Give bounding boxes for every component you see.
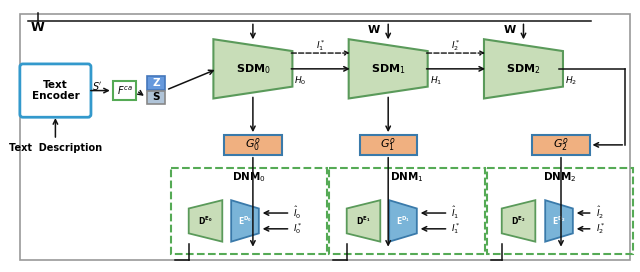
Polygon shape <box>545 200 573 242</box>
Text: $G_0^o$: $G_0^o$ <box>245 136 260 153</box>
Text: $\mathbf{W}$: $\mathbf{W}$ <box>367 23 381 35</box>
Text: $\hat{I}_1$: $\hat{I}_1$ <box>451 205 460 221</box>
Text: $\mathbf{D^{E_0}}$: $\mathbf{D^{E_0}}$ <box>198 215 212 227</box>
Text: Z: Z <box>152 78 160 88</box>
Text: Text  Description: Text Description <box>9 143 102 153</box>
Text: DNM$_0$: DNM$_0$ <box>232 171 266 184</box>
Text: S: S <box>152 92 160 103</box>
Polygon shape <box>213 39 292 98</box>
FancyBboxPatch shape <box>147 76 165 89</box>
Polygon shape <box>349 39 428 98</box>
Text: $I_2^*$: $I_2^*$ <box>451 38 461 52</box>
Text: $H_2$: $H_2$ <box>565 75 577 87</box>
Text: SDM$_2$: SDM$_2$ <box>506 62 541 76</box>
Polygon shape <box>189 200 222 242</box>
FancyBboxPatch shape <box>532 135 589 155</box>
Text: $\mathbf{D^{E_2}}$: $\mathbf{D^{E_2}}$ <box>511 215 525 227</box>
FancyBboxPatch shape <box>147 91 165 104</box>
Text: DNM$_1$: DNM$_1$ <box>390 171 424 184</box>
Text: $\mathbf{D^{E_1}}$: $\mathbf{D^{E_1}}$ <box>356 215 371 227</box>
Text: $H_1$: $H_1$ <box>429 75 442 87</box>
Text: $\hat{I}_0$: $\hat{I}_0$ <box>293 205 301 221</box>
FancyBboxPatch shape <box>360 135 417 155</box>
Text: SDM$_0$: SDM$_0$ <box>236 62 270 76</box>
Polygon shape <box>502 200 535 242</box>
Text: $\mathbf{W}$: $\mathbf{W}$ <box>30 21 45 34</box>
Text: DNM$_2$: DNM$_2$ <box>543 171 577 184</box>
Polygon shape <box>389 200 417 242</box>
Polygon shape <box>484 39 563 98</box>
Text: $\mathbf{E^{D_0}}$: $\mathbf{E^{D_0}}$ <box>238 215 252 227</box>
Text: $\mathbf{E^{D_2}}$: $\mathbf{E^{D_2}}$ <box>552 215 566 227</box>
Text: $I_1^*$: $I_1^*$ <box>451 221 461 236</box>
Text: $I_1^*$: $I_1^*$ <box>316 38 325 52</box>
Text: $\hat{I}_2$: $\hat{I}_2$ <box>596 205 604 221</box>
Text: $G_1^o$: $G_1^o$ <box>380 136 396 153</box>
FancyBboxPatch shape <box>113 81 136 100</box>
FancyBboxPatch shape <box>224 135 282 155</box>
Text: $\mathbf{E^{D_1}}$: $\mathbf{E^{D_1}}$ <box>396 215 410 227</box>
FancyBboxPatch shape <box>20 64 91 117</box>
Text: SDM$_1$: SDM$_1$ <box>371 62 406 76</box>
Text: $H_0$: $H_0$ <box>294 75 307 87</box>
Polygon shape <box>231 200 259 242</box>
Text: $I_2^*$: $I_2^*$ <box>596 221 605 236</box>
Text: $G_2^o$: $G_2^o$ <box>553 136 569 153</box>
Polygon shape <box>347 200 380 242</box>
Text: Text
Encoder: Text Encoder <box>31 80 79 101</box>
Text: $S'$: $S'$ <box>92 80 102 92</box>
Text: $I_0^*$: $I_0^*$ <box>293 221 303 236</box>
Text: $F^{ca}$: $F^{ca}$ <box>116 84 132 97</box>
Text: $\mathbf{W}$: $\mathbf{W}$ <box>502 23 516 35</box>
